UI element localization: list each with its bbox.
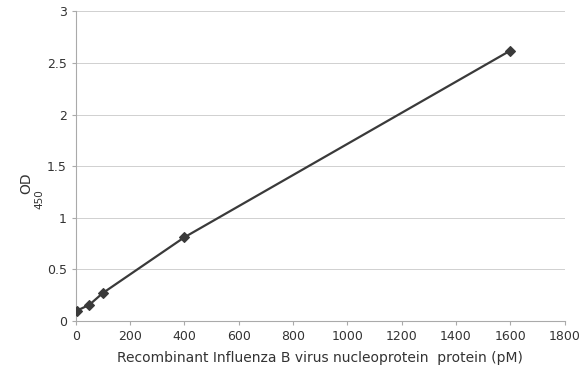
Text: OD: OD	[19, 173, 33, 194]
X-axis label: Recombinant Influenza B virus nucleoprotein  protein (pM): Recombinant Influenza B virus nucleoprot…	[117, 351, 523, 365]
Text: 450: 450	[34, 189, 45, 209]
